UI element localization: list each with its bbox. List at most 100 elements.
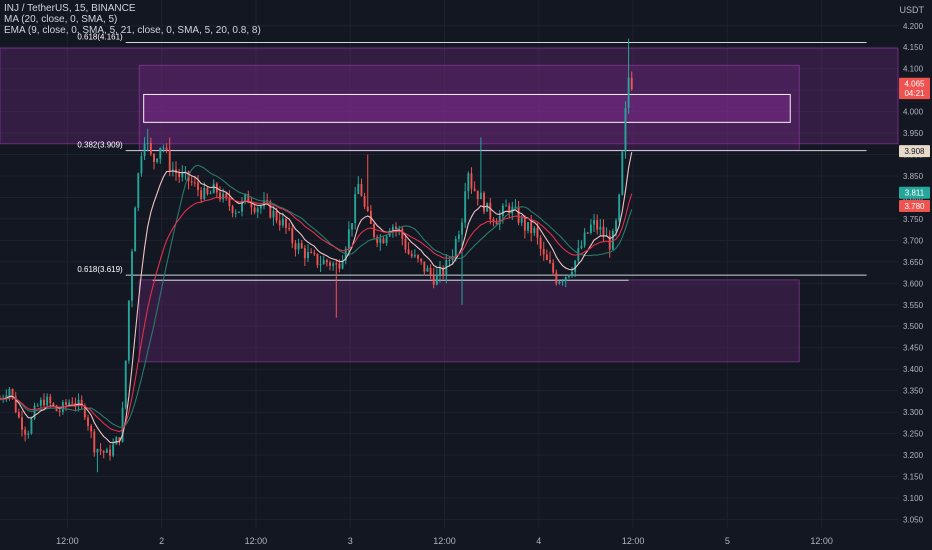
candle-body — [357, 184, 359, 194]
candle-body — [489, 203, 491, 219]
candle-body — [191, 181, 193, 182]
candle-body — [408, 249, 410, 253]
candle-body — [584, 232, 586, 245]
candle-body — [537, 228, 539, 238]
y-tick-label: 3.850 — [903, 172, 924, 181]
candle-body — [540, 238, 542, 249]
x-tick-label: 3 — [348, 536, 353, 546]
ema-indicator-label[interactable]: EMA (9, close, 0, SMA, 5, 21, close, 0, … — [4, 25, 261, 36]
x-tick-label: 5 — [725, 536, 730, 546]
x-tick-label: 12:00 — [622, 536, 645, 546]
candle-body — [30, 419, 32, 434]
candle-body — [109, 450, 111, 456]
y-tick-label: 3.450 — [903, 344, 924, 353]
candle-body — [430, 268, 432, 274]
candle-body — [228, 198, 230, 206]
candle-body — [147, 143, 149, 144]
candle-body — [103, 451, 105, 453]
candle-body — [257, 208, 259, 211]
candle-body — [436, 275, 438, 285]
candle-body — [568, 275, 570, 277]
candle-body — [427, 268, 429, 272]
candle-body — [18, 412, 20, 417]
candle-body — [524, 218, 526, 231]
candle-body — [332, 263, 334, 265]
candle-body — [552, 263, 554, 273]
candle-body — [153, 154, 155, 162]
y-tick-label: 3.200 — [903, 451, 924, 460]
candle-body — [49, 397, 51, 403]
candle-body — [546, 254, 548, 259]
symbol-title[interactable]: INJ / TetherUS, 15, BINANCE — [4, 3, 261, 14]
price-label-text: 3.908 — [904, 147, 925, 156]
candle-body — [530, 222, 532, 233]
ma-indicator-label[interactable]: MA (20, close, 0, SMA, 5) — [4, 14, 261, 25]
y-tick-label: 3.250 — [903, 430, 924, 439]
price-label-text: 3.811 — [905, 189, 925, 198]
candle-body — [618, 195, 620, 221]
x-tick-label: 2 — [159, 536, 164, 546]
candle-body — [461, 223, 463, 235]
candle-body — [480, 193, 482, 199]
candle-body — [628, 78, 630, 108]
candle-body — [276, 211, 278, 221]
candle-body — [87, 418, 89, 426]
y-tick-label: 3.950 — [903, 129, 924, 138]
candle-body — [194, 182, 196, 183]
candle-body — [115, 437, 117, 444]
price-zone — [144, 94, 791, 122]
candle-body — [593, 220, 595, 224]
candle-body — [455, 239, 457, 256]
candle-body — [527, 222, 529, 231]
y-tick-label: 3.550 — [903, 301, 924, 310]
candle-body — [565, 277, 567, 281]
candle-body — [420, 259, 422, 262]
candle-body — [156, 159, 158, 162]
candle-body — [386, 236, 388, 243]
candle-body — [433, 274, 435, 284]
candle-body — [515, 207, 517, 208]
candle-body — [112, 444, 114, 455]
candle-body — [373, 224, 375, 237]
candle-body — [203, 188, 205, 199]
candle-body — [178, 173, 180, 177]
x-tick-label: 12:00 — [56, 536, 79, 546]
candle-body — [543, 249, 545, 255]
x-tick-label: 12:00 — [810, 536, 833, 546]
x-tick-label: 12:00 — [245, 536, 268, 546]
candle-body — [320, 264, 322, 265]
candle-body — [8, 389, 10, 395]
candle-body — [232, 206, 234, 213]
candle-body — [294, 243, 296, 249]
currency-label: USDT — [900, 5, 925, 15]
candle-body — [555, 273, 557, 284]
candle-body — [307, 252, 309, 258]
candle-body — [181, 173, 183, 177]
candle-body — [162, 148, 164, 149]
y-tick-label: 4.200 — [903, 22, 924, 31]
chart-legend: INJ / TetherUS, 15, BINANCE MA (20, clos… — [4, 3, 261, 36]
candle-body — [471, 173, 473, 188]
candle-body — [313, 253, 315, 254]
candle-body — [379, 239, 381, 243]
candle-body — [24, 430, 26, 435]
fib-level-label: 0.382(3.909) — [77, 141, 123, 150]
candle-body — [521, 218, 523, 223]
candle-body — [291, 228, 293, 243]
candle-body — [395, 227, 397, 229]
candle-body — [383, 239, 385, 244]
y-tick-label: 3.300 — [903, 408, 924, 417]
candle-body — [351, 223, 353, 229]
candle-body — [339, 264, 341, 269]
candle-body — [210, 193, 212, 194]
candle-body — [392, 227, 394, 231]
candle-body — [169, 150, 171, 171]
candle-body — [96, 449, 98, 452]
candle-body — [298, 243, 300, 249]
y-tick-label: 4.000 — [903, 108, 924, 117]
candle-body — [106, 450, 108, 453]
candle-body — [235, 213, 237, 214]
candle-body — [282, 219, 284, 226]
candle-body — [449, 260, 451, 261]
